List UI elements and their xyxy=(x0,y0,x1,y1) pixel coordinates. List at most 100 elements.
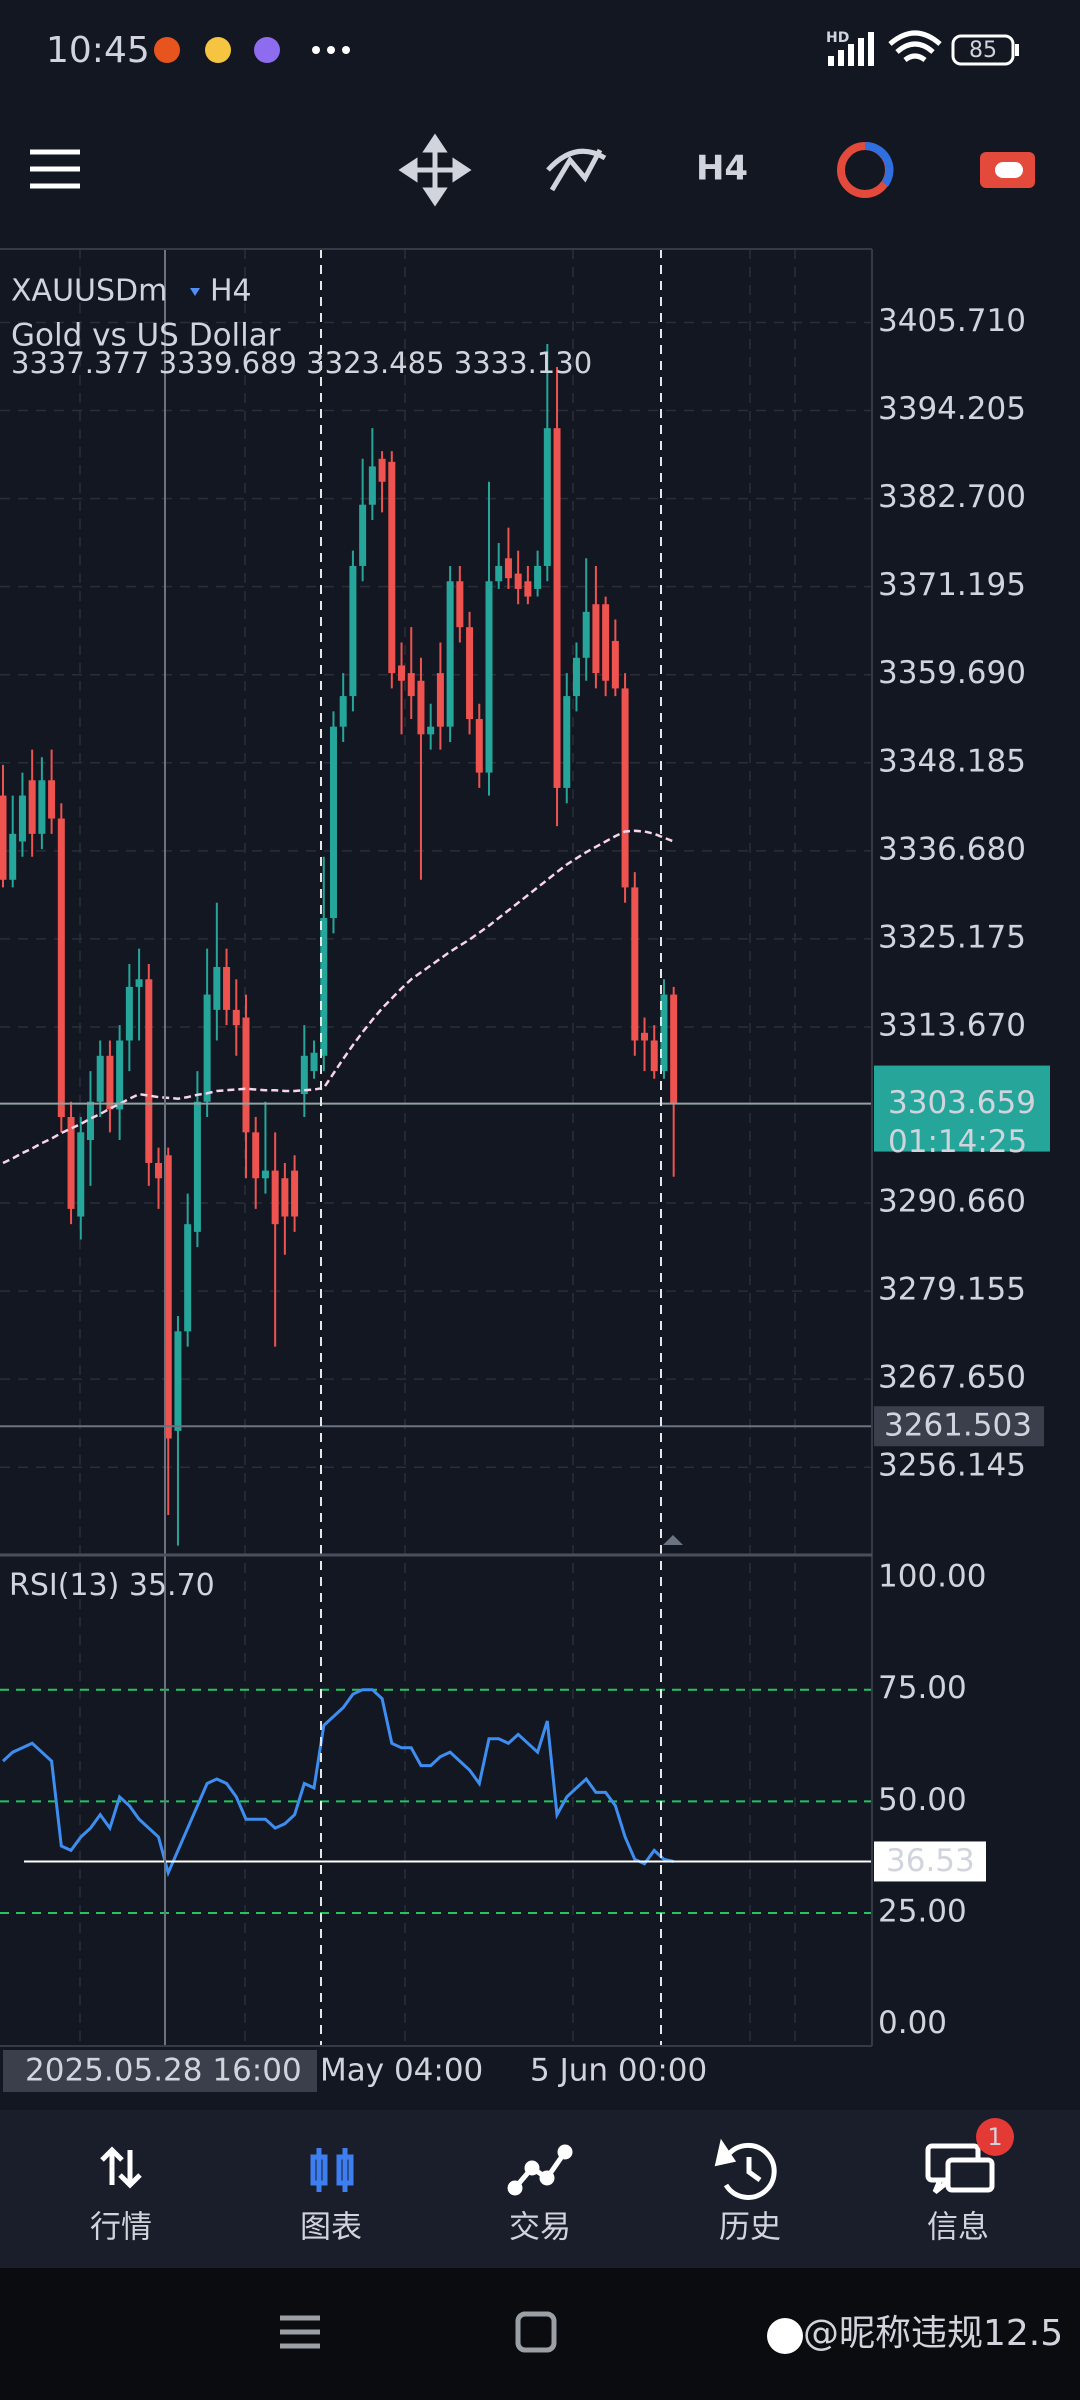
candle-body xyxy=(524,581,532,597)
rsi-label: RSI(13) 35.70 xyxy=(9,1568,215,1603)
crosshair-price: 3261.503 xyxy=(884,1408,1032,1444)
candle-body xyxy=(252,1132,260,1179)
y-tick-label: 3336.680 xyxy=(878,831,1026,867)
candle-body xyxy=(223,967,231,1010)
candle-body xyxy=(291,1170,299,1217)
candle-body xyxy=(456,581,464,628)
app-icon xyxy=(254,37,280,63)
candle-body xyxy=(203,994,211,1102)
chart-timeframe: H4 xyxy=(210,274,252,309)
candle-body xyxy=(543,428,551,566)
signal-icon xyxy=(828,32,874,66)
candle-body xyxy=(427,726,435,735)
candle-body xyxy=(504,558,512,579)
current-price: 3303.659 xyxy=(888,1085,1036,1121)
candle-body xyxy=(38,780,46,834)
timeframe-button[interactable]: H4 xyxy=(696,149,748,189)
alert-accent xyxy=(864,141,894,187)
ohlc-values: 3337.377 3339.689 3323.485 3333.130 xyxy=(11,346,592,380)
clock: 10:45 xyxy=(46,30,150,71)
candle-body xyxy=(310,1052,318,1072)
candle-body xyxy=(86,1101,94,1140)
candle-body xyxy=(329,726,337,919)
candle-body xyxy=(77,1132,85,1217)
rsi-tick-label: 0.00 xyxy=(878,2005,947,2041)
nav-item[interactable]: 历史 xyxy=(719,2210,781,2246)
candle-body xyxy=(388,461,396,674)
candle-body xyxy=(495,565,503,582)
system-bar xyxy=(0,2268,1080,2400)
badge-count: 1 xyxy=(987,2123,1002,2151)
candle-body xyxy=(359,504,367,566)
crosshair-time-box xyxy=(3,2050,317,2092)
nav-item[interactable]: 信息 xyxy=(927,2210,989,2246)
pane-handle[interactable] xyxy=(663,1535,683,1545)
rsi-value: 35.70 xyxy=(129,1568,215,1603)
candle-body xyxy=(320,918,328,1056)
vertical-grid xyxy=(79,249,796,2046)
candle-body xyxy=(553,428,561,788)
indicator-button[interactable] xyxy=(546,148,607,192)
period-separators xyxy=(320,249,662,2046)
candle-body xyxy=(378,458,386,482)
nav-icon xyxy=(100,2146,142,2189)
move-button[interactable] xyxy=(398,133,472,207)
y-tick-label: 3290.660 xyxy=(878,1184,1026,1220)
candle-body xyxy=(349,565,357,697)
menu-button[interactable] xyxy=(30,149,80,189)
y-tick-label: 3325.175 xyxy=(878,919,1026,955)
battery-level: 85 xyxy=(969,38,997,63)
candle-body xyxy=(485,581,493,773)
nav-item[interactable]: 图表 xyxy=(300,2210,362,2246)
y-tick-label: 3279.155 xyxy=(878,1272,1026,1308)
app-icon xyxy=(154,37,180,63)
moving-average xyxy=(2,829,675,1165)
candle-body xyxy=(339,696,347,727)
nav-icon xyxy=(310,2148,354,2192)
rsi-name: RSI(13) xyxy=(9,1568,119,1603)
symbol[interactable]: XAUUSDm xyxy=(11,274,167,309)
watermark-logo xyxy=(767,2318,803,2354)
nav-item[interactable]: 交易 xyxy=(509,2210,571,2246)
candle-body xyxy=(135,979,143,987)
system-menu[interactable] xyxy=(280,2315,320,2349)
crosshair-price-box xyxy=(874,1406,1044,1447)
top-bar xyxy=(0,0,1080,248)
app-icon xyxy=(205,37,231,63)
system-home[interactable] xyxy=(515,2311,557,2353)
y-tick-label: 3405.710 xyxy=(878,303,1026,339)
subtitle: Gold vs US Dollar xyxy=(11,318,281,354)
nav-icon xyxy=(925,2143,995,2194)
candle-body xyxy=(232,1009,240,1026)
rsi-line xyxy=(1,1688,675,1878)
crosshair-time: 2025.05.28 16:00 xyxy=(25,2053,302,2089)
nav-labels: 行情 图表 交易 历史 信息 xyxy=(90,2210,989,2246)
bottom-nav xyxy=(0,2110,1080,2268)
candle-body xyxy=(145,979,153,1163)
candle-body xyxy=(534,565,542,589)
symbol-dropdown[interactable] xyxy=(190,288,200,296)
rsi-tick-label: 25.00 xyxy=(878,1893,967,1929)
candle-body xyxy=(174,1331,182,1431)
rsi-last-box xyxy=(874,1841,986,1882)
nav-item[interactable]: 行情 xyxy=(90,2210,152,2246)
candle-body xyxy=(155,1162,163,1179)
candle-body xyxy=(611,640,619,689)
y-tick-label: 3267.650 xyxy=(878,1360,1026,1396)
candle-body xyxy=(96,1055,104,1102)
candle-body xyxy=(106,1055,114,1110)
y-tick-label: 3382.700 xyxy=(878,479,1026,515)
nav-icon xyxy=(507,2144,573,2196)
candle-body xyxy=(0,795,7,880)
candle-body xyxy=(407,673,415,697)
candle-body xyxy=(125,986,133,1041)
candle-body xyxy=(436,673,444,727)
candle-body xyxy=(57,818,65,1118)
candle-body xyxy=(48,780,56,819)
plot xyxy=(0,321,872,1914)
watermark: @昵称违规12.5 xyxy=(803,2313,1063,2354)
candle-body xyxy=(417,680,425,735)
candle-body xyxy=(572,657,580,697)
candle-body xyxy=(261,1170,269,1179)
candle-body xyxy=(271,1170,279,1225)
